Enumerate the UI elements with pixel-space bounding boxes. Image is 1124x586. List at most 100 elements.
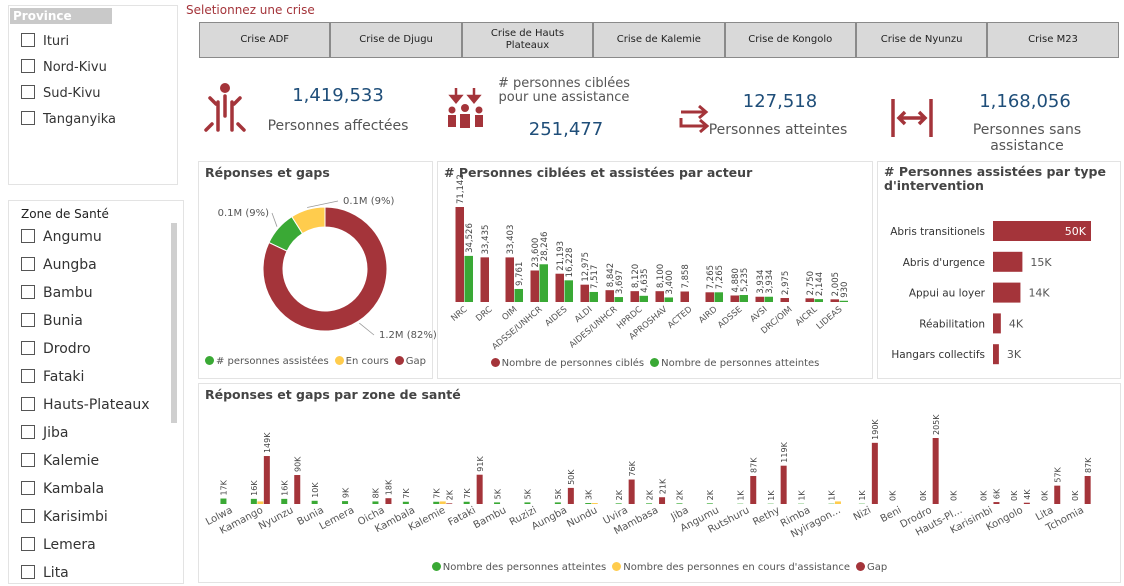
checkbox[interactable] (21, 425, 35, 439)
bar (605, 290, 614, 302)
checkbox[interactable] (21, 313, 35, 327)
bar (830, 299, 839, 302)
checkbox[interactable] (21, 33, 35, 47)
x-tick-label: Nyunzu (257, 505, 295, 532)
crisis-button[interactable]: Crise ADF (199, 22, 331, 58)
slicer-item[interactable]: Bambu (21, 285, 93, 301)
data-label: 2K (676, 489, 685, 500)
data-label: 2K (706, 489, 715, 500)
slicer-item[interactable]: Fataki (21, 369, 84, 385)
checkbox[interactable] (21, 229, 35, 243)
data-label: 91K (476, 456, 485, 472)
slicer-item[interactable]: Angumu (21, 229, 102, 245)
donut-panel: Réponses et gaps 0.1M (9%) 0.1M (9%) 1.2M (… (198, 161, 437, 379)
crisis-buttons: Crise ADF Crise de Djugu Crise de Hauts Pl… (199, 22, 1119, 58)
legend-swatch (650, 358, 660, 367)
legend-swatch (431, 562, 441, 571)
checkbox[interactable] (21, 341, 35, 355)
data-label: 12,975 (581, 252, 591, 282)
chart-title: # Personnes assistées par type d'interve… (884, 164, 1106, 193)
slicer-item[interactable]: Sud-Kivu (21, 85, 101, 101)
data-label: 0K (949, 490, 958, 501)
y-tick-label: Appui au loyer (909, 288, 986, 300)
slicer-item[interactable]: Kambala (21, 481, 104, 497)
slicer-item[interactable]: Drodro (21, 341, 91, 357)
x-tick-label: NRC (449, 305, 469, 324)
checkbox[interactable] (21, 285, 35, 299)
data-label: 0K (1041, 490, 1050, 501)
crisis-button[interactable]: Crise de Kalemie (593, 22, 725, 58)
bar (655, 291, 664, 302)
data-label: 4K (1009, 317, 1024, 330)
data-label: 1K (767, 490, 776, 501)
legend-label: # personnes assistées (215, 356, 329, 367)
checkbox[interactable] (21, 565, 35, 579)
data-label: 90K (294, 456, 303, 472)
chart: Abris transitionels 50K Abris d'urgence 15K… (890, 221, 1091, 365)
checkbox[interactable] (21, 59, 35, 73)
slicer-item[interactable]: Kalemie (21, 453, 99, 469)
slicer-item[interactable]: Jiba (21, 425, 68, 441)
data-label: 1K (797, 490, 806, 501)
data-label: 3,934 (765, 269, 775, 293)
data-label: 33,403 (506, 225, 516, 255)
legend-item: Nombre des personnes atteintes (431, 562, 607, 573)
bar (993, 313, 1001, 334)
checkbox[interactable] (21, 85, 35, 99)
slicer-item[interactable]: Hauts-Plateaux (21, 397, 150, 413)
checkbox[interactable] (21, 453, 35, 467)
legend-label: Nombre de personnes ciblés (501, 358, 645, 369)
legend-swatch (334, 356, 344, 365)
bar (524, 502, 531, 504)
crisis-button[interactable]: Crise M23 (987, 22, 1119, 58)
checkbox[interactable] (21, 369, 35, 383)
slicer-item[interactable]: Tanganyika (21, 111, 116, 127)
slicer-item[interactable]: Ituri (21, 33, 69, 49)
data-label: 3K (1007, 348, 1022, 361)
item-label: Kalemie (43, 453, 100, 469)
data-label: 3,934 (756, 269, 766, 293)
slicer-item[interactable]: Lita (21, 565, 69, 581)
checkbox[interactable] (21, 397, 35, 411)
bar (250, 498, 257, 504)
legend-label: Nombre des personnes atteintes (442, 562, 607, 573)
kpi-value: 251,477 (528, 119, 604, 140)
data-label: 7,858 (681, 264, 691, 288)
checkbox[interactable] (21, 257, 35, 271)
checkbox[interactable] (21, 111, 35, 125)
scrollbar[interactable] (171, 223, 177, 423)
checkbox[interactable] (21, 509, 35, 523)
checkbox[interactable] (21, 537, 35, 551)
slicer-item[interactable]: Bunia (21, 313, 83, 329)
bar (993, 251, 1023, 272)
legend-swatch (612, 562, 622, 571)
data-label: 50K (1065, 225, 1087, 238)
crisis-button[interactable]: Crise de Nyunzu (855, 22, 988, 58)
checkbox[interactable] (21, 481, 35, 495)
data-label: 1K (737, 490, 746, 501)
data-label: 149K (263, 432, 272, 453)
slicer-title: Province (10, 8, 112, 24)
data-label: 0K (980, 490, 989, 501)
crisis-button[interactable]: Crise de Kongolo (724, 22, 856, 58)
bar (1054, 485, 1061, 504)
slicer-item[interactable]: Lemera (21, 537, 96, 553)
slicer-item[interactable]: Aungba (21, 257, 97, 273)
slicer-item[interactable]: Nord-Kivu (21, 59, 107, 75)
item-label: Jiba (43, 425, 69, 441)
legend-item: Nombre de personnes ciblés (490, 358, 645, 369)
bar (580, 284, 589, 302)
actor-panel: # Personnes ciblées et assistées par act… (437, 161, 873, 379)
legend: Nombre de personnes ciblés Nombre de pers… (438, 358, 872, 369)
slicer-item[interactable]: Karisimbi (21, 509, 108, 525)
bar (530, 270, 539, 302)
y-tick-label: Hangars collectifs (891, 349, 985, 361)
bar (464, 255, 473, 302)
crisis-button[interactable]: Crise de Hauts Plateaux (461, 22, 594, 58)
bar (805, 298, 814, 302)
crisis-button[interactable]: Crise de Djugu (330, 22, 462, 58)
data-label: 23,600 (531, 238, 541, 268)
data-label: 0K (889, 490, 898, 501)
data-label: 2,144 (815, 272, 825, 296)
